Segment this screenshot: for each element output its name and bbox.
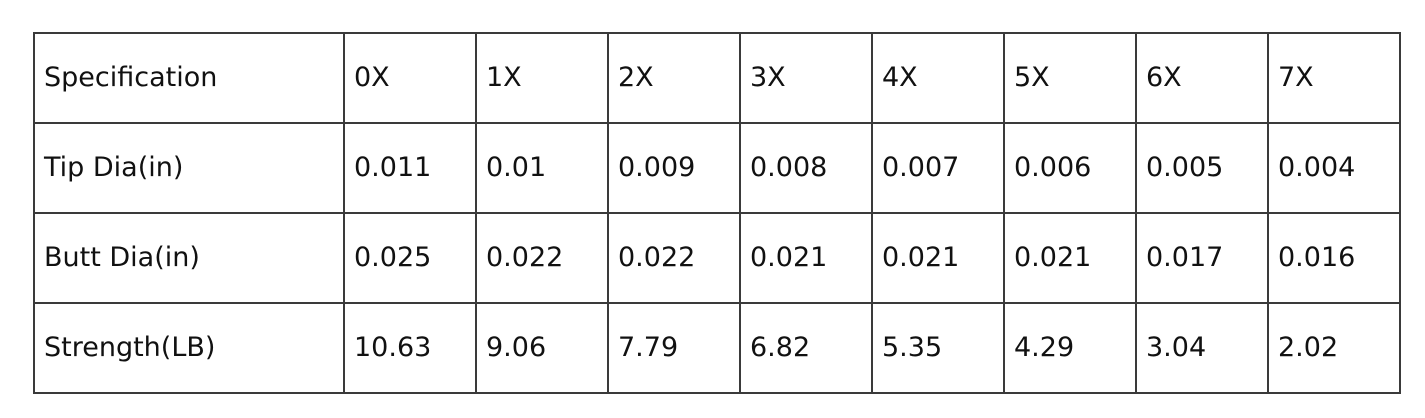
cell-strength-4x: 5.35	[871, 302, 1005, 394]
cell-strength-3x: 6.82	[739, 302, 873, 394]
cell-strength-5x: 4.29	[1003, 302, 1137, 394]
cell-butt-dia-5x: 0.021	[1003, 212, 1137, 304]
column-header-0x: 0X	[343, 32, 477, 124]
cell-butt-dia-0x: 0.025	[343, 212, 477, 304]
specification-table: Specification 0X 1X 2X 3X 4X 5X 6X 7X Ti…	[33, 32, 1401, 394]
column-header-6x: 6X	[1135, 32, 1269, 124]
cell-strength-1x: 9.06	[475, 302, 609, 394]
table-header-row: Specification 0X 1X 2X 3X 4X 5X 6X 7X	[33, 32, 1401, 124]
row-label-tip-dia: Tip Dia(in)	[33, 122, 345, 214]
cell-strength-2x: 7.79	[607, 302, 741, 394]
column-header-2x: 2X	[607, 32, 741, 124]
cell-butt-dia-3x: 0.021	[739, 212, 873, 304]
column-header-3x: 3X	[739, 32, 873, 124]
table-row: Tip Dia(in) 0.011 0.01 0.009 0.008 0.007…	[33, 122, 1401, 214]
cell-butt-dia-2x: 0.022	[607, 212, 741, 304]
cell-tip-dia-5x: 0.006	[1003, 122, 1137, 214]
cell-butt-dia-1x: 0.022	[475, 212, 609, 304]
table-body: Specification 0X 1X 2X 3X 4X 5X 6X 7X Ti…	[33, 32, 1401, 394]
column-header-7x: 7X	[1267, 32, 1401, 124]
table-row: Strength(LB) 10.63 9.06 7.79 6.82 5.35 4…	[33, 302, 1401, 394]
cell-tip-dia-6x: 0.005	[1135, 122, 1269, 214]
cell-tip-dia-2x: 0.009	[607, 122, 741, 214]
column-header-5x: 5X	[1003, 32, 1137, 124]
column-header-specification: Specification	[33, 32, 345, 124]
cell-butt-dia-4x: 0.021	[871, 212, 1005, 304]
table-row: Butt Dia(in) 0.025 0.022 0.022 0.021 0.0…	[33, 212, 1401, 304]
cell-butt-dia-7x: 0.016	[1267, 212, 1401, 304]
cell-strength-7x: 2.02	[1267, 302, 1401, 394]
cell-tip-dia-0x: 0.011	[343, 122, 477, 214]
row-label-butt-dia: Butt Dia(in)	[33, 212, 345, 304]
column-header-4x: 4X	[871, 32, 1005, 124]
column-header-1x: 1X	[475, 32, 609, 124]
cell-butt-dia-6x: 0.017	[1135, 212, 1269, 304]
cell-tip-dia-4x: 0.007	[871, 122, 1005, 214]
cell-tip-dia-1x: 0.01	[475, 122, 609, 214]
specification-table-container: Specification 0X 1X 2X 3X 4X 5X 6X 7X Ti…	[33, 32, 1401, 394]
cell-tip-dia-3x: 0.008	[739, 122, 873, 214]
cell-tip-dia-7x: 0.004	[1267, 122, 1401, 214]
cell-strength-0x: 10.63	[343, 302, 477, 394]
row-label-strength: Strength(LB)	[33, 302, 345, 394]
cell-strength-6x: 3.04	[1135, 302, 1269, 394]
